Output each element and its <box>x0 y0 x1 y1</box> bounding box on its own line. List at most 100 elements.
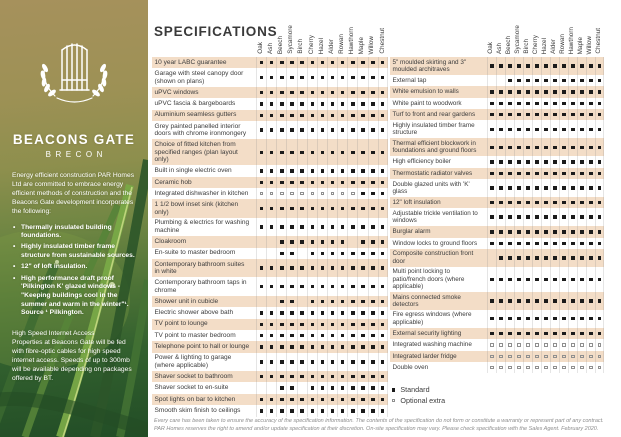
marker-standard <box>490 331 494 336</box>
marker-standard <box>280 150 284 154</box>
marker-standard <box>290 409 294 413</box>
marker-standard <box>597 171 602 175</box>
spec-label: uPVC windows <box>154 88 199 96</box>
marker-standard <box>499 186 503 190</box>
marker-standard <box>280 360 284 364</box>
marker-optional <box>535 343 539 347</box>
marker-standard <box>361 102 365 106</box>
energy-feature-item: Highly insulated timber frame structure … <box>13 243 140 260</box>
marker-standard <box>544 145 548 149</box>
marker-standard <box>270 180 274 185</box>
marker-standard <box>508 113 512 117</box>
marker-standard <box>381 345 385 349</box>
marker-standard <box>526 171 530 175</box>
marker-standard <box>517 331 521 336</box>
marker-standard <box>371 397 375 402</box>
marker-standard <box>290 251 294 255</box>
spec-row: Integrated dishwasher in kitchen <box>152 188 388 200</box>
marker-standard <box>330 360 335 364</box>
marker-standard <box>330 75 335 80</box>
marker-optional <box>571 343 575 347</box>
marker-standard <box>310 345 314 349</box>
marker-standard <box>320 266 325 270</box>
marker-standard <box>535 277 539 282</box>
marker-standard <box>381 299 385 304</box>
spec-row: Built in single electric oven <box>152 165 388 177</box>
marker-optional <box>300 192 304 196</box>
marker-standard <box>562 101 566 106</box>
marker-standard <box>290 150 294 154</box>
marker-standard <box>300 90 304 95</box>
spec-label: Contemporary bathroom taps in chrome <box>154 278 247 294</box>
marker-standard <box>341 180 345 185</box>
marker-standard <box>381 386 385 390</box>
spec-row: Telephone point to hall or lounge <box>152 341 388 353</box>
page-title: SPECIFICATIONS <box>154 24 278 39</box>
spec-row: External tap <box>390 74 604 87</box>
marker-optional <box>490 343 494 347</box>
marker-standard <box>280 251 284 255</box>
marker-standard <box>571 64 575 68</box>
marker-standard <box>526 64 530 68</box>
marker-standard <box>589 113 593 117</box>
marker-standard <box>330 397 335 402</box>
disclaimer-line-1: Every care has been taken to ensure the … <box>154 417 604 424</box>
marker-standard <box>270 90 274 95</box>
marker-standard <box>361 128 365 132</box>
marker-standard <box>300 75 304 80</box>
marker-standard <box>270 333 274 338</box>
marker-standard <box>259 150 264 154</box>
marker-standard <box>330 150 335 154</box>
marker-standard <box>553 101 557 106</box>
marker-standard <box>517 277 521 282</box>
marker-standard <box>517 299 521 303</box>
marker-standard <box>341 333 345 338</box>
marker-standard <box>310 113 314 117</box>
marker-standard <box>280 225 284 229</box>
marker-standard <box>580 299 584 303</box>
marker-standard <box>508 78 512 83</box>
marker-standard <box>571 113 575 117</box>
spec-row: Mains connected smoke detectors <box>390 291 604 310</box>
marker-standard <box>571 171 575 175</box>
marker-standard <box>310 386 314 390</box>
marker-standard <box>259 75 264 80</box>
marker-standard <box>320 299 325 304</box>
marker-standard <box>535 101 539 106</box>
marker-standard <box>597 64 602 68</box>
marker-standard <box>562 215 566 219</box>
spec-row: Power & lighting to garage (where applic… <box>152 352 388 372</box>
marker-standard <box>300 375 304 379</box>
marker-standard <box>320 113 325 117</box>
marker-standard <box>589 78 593 83</box>
spec-row: Spot lights on bar to kitchen <box>152 393 388 406</box>
spec-row: Burglar alarm <box>390 226 604 238</box>
spec-row: Shower unit in cubicle <box>152 295 388 308</box>
marker-standard <box>562 145 566 149</box>
specifications-page: SPECIFICATIONS Oak Ash Beech Sycamore Birch C… <box>148 0 621 437</box>
marker-standard <box>499 230 503 234</box>
marker-standard <box>310 397 314 402</box>
spec-row: Garage with steel canopy door (shown on … <box>152 68 388 87</box>
marker-standard <box>320 284 325 289</box>
marker-standard <box>310 169 314 173</box>
marker-standard <box>381 180 385 185</box>
spec-label: En-suite to master bedroom <box>154 249 236 257</box>
column-header-alder: Alder <box>550 39 558 54</box>
spec-row: Window locks to ground floors <box>390 237 604 249</box>
marker-standard <box>341 360 345 364</box>
marker-standard <box>361 61 365 65</box>
marker-standard <box>381 266 385 270</box>
spec-label: Shaver socket to bathroom <box>154 372 233 380</box>
spec-label: Electric shower above bath <box>154 309 234 317</box>
marker-standard <box>351 128 355 132</box>
marker-optional <box>280 192 284 196</box>
marker-standard <box>330 113 335 117</box>
marker-standard <box>280 345 284 349</box>
marker-standard <box>562 277 566 282</box>
marker-standard <box>571 160 575 164</box>
marker-standard <box>361 240 365 244</box>
marker-standard <box>310 61 314 65</box>
marker-standard <box>597 299 602 303</box>
marker-standard <box>371 333 375 338</box>
